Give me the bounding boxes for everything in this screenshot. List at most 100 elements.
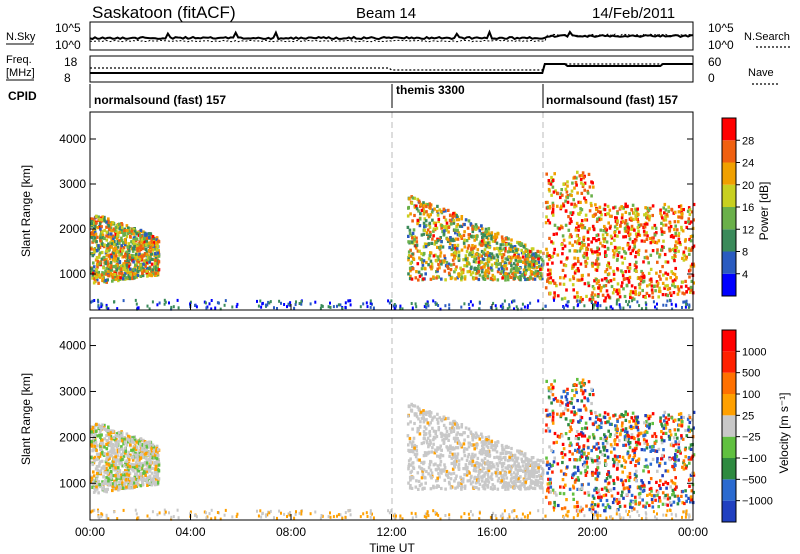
velocity-cell: [98, 483, 101, 487]
power-cell: [453, 254, 456, 258]
power-cell: [677, 249, 680, 253]
power-cell: [428, 234, 432, 238]
velocity-cell: [646, 414, 649, 418]
power-cell: [490, 263, 494, 267]
power-cell: [520, 248, 523, 252]
power-cell: [142, 253, 146, 258]
power-cell: [463, 275, 467, 279]
velocity-cell: [667, 413, 670, 417]
power-cell: [134, 275, 138, 279]
velocity-cell: [98, 425, 101, 430]
power-cell: [478, 253, 482, 257]
power-cell: [604, 250, 607, 254]
velocity-cell: [624, 443, 627, 447]
velocity-cell: [438, 475, 441, 479]
power-cell: [687, 217, 691, 221]
velocity-cell: [527, 462, 531, 466]
velocity-cell: [105, 447, 109, 451]
velocity-cell: [96, 457, 99, 461]
power-cell: [500, 235, 504, 239]
velocity-cell: [509, 468, 513, 472]
power-cell: [613, 205, 617, 209]
power-cell: [574, 249, 577, 253]
power-cell: [141, 271, 144, 275]
power-cell: [145, 239, 148, 243]
velocity-cell: [471, 438, 475, 442]
velocity-cell: [501, 485, 504, 489]
power-cell: [574, 240, 577, 244]
power-cell: [97, 300, 100, 304]
power-cell: [410, 277, 414, 281]
power-cell: [320, 304, 323, 308]
power-cell: [108, 235, 112, 239]
velocity-cell: [631, 506, 634, 510]
power-cell: [488, 245, 491, 250]
power-cell: [556, 192, 559, 196]
velocity-cell: [93, 459, 96, 463]
power-cell: [457, 231, 460, 235]
power-cell: [409, 274, 412, 278]
power-cell: [365, 301, 368, 305]
power-cell: [483, 248, 487, 252]
power-cell: [471, 244, 474, 248]
power-cell: [95, 268, 99, 272]
velocity-cell: [138, 451, 142, 455]
power-cell: [564, 187, 568, 191]
power-cell: [438, 246, 442, 250]
power-cell: [508, 303, 511, 307]
power-cell: [685, 255, 688, 259]
power-cell: [645, 212, 648, 216]
velocity-cell: [100, 459, 104, 463]
power-cell: [644, 295, 647, 299]
power-cell: [576, 299, 579, 303]
power-cell: [653, 223, 657, 228]
power-cell: [113, 242, 116, 246]
velocity-cell: [585, 462, 588, 466]
power-cell: [680, 228, 683, 232]
power-cell: [210, 299, 213, 302]
power-cell: [533, 277, 537, 281]
power-cell: [594, 300, 597, 304]
power-cell: [163, 302, 166, 306]
power-cell: [621, 213, 624, 217]
velocity-cell: [105, 434, 108, 438]
power-cell: [454, 231, 457, 235]
velocity-cell: [447, 438, 450, 442]
velocity-cell: [439, 460, 443, 464]
power-cell: [223, 303, 226, 307]
power-cell: [616, 227, 619, 231]
power-cell: [145, 269, 148, 273]
power-cell: [550, 175, 553, 180]
power-cell: [549, 182, 553, 186]
velocity-cell: [106, 440, 110, 444]
velocity-cell: [512, 454, 515, 458]
power-cell: [659, 277, 662, 281]
velocity-cell: [135, 464, 139, 468]
power-cell: [576, 291, 579, 295]
power-cell: [685, 299, 688, 303]
power-cell: [577, 200, 580, 204]
power-cell: [626, 243, 629, 247]
power-cell: [124, 229, 128, 233]
power-cell: [412, 257, 416, 261]
velocity-cell: [449, 430, 453, 434]
velocity-cell: [153, 456, 157, 460]
power-cell: [452, 262, 456, 266]
power-cell: [154, 258, 157, 262]
power-cell: [457, 254, 461, 258]
velocity-cell: [424, 481, 427, 485]
power-cell: [668, 298, 671, 302]
power-cell: [632, 217, 635, 221]
velocity-cell: [121, 457, 124, 462]
power-cell: [680, 207, 683, 212]
velocity-cell: [114, 441, 117, 445]
velocity-cell: [122, 442, 125, 446]
power-cell: [104, 262, 108, 266]
power-cell: [140, 244, 143, 248]
power-cell: [659, 211, 662, 215]
velocity-cell: [425, 469, 428, 474]
power-cell: [119, 271, 123, 275]
power-cell: [502, 247, 506, 251]
power-cell: [293, 306, 296, 310]
power-cell: [101, 230, 104, 234]
